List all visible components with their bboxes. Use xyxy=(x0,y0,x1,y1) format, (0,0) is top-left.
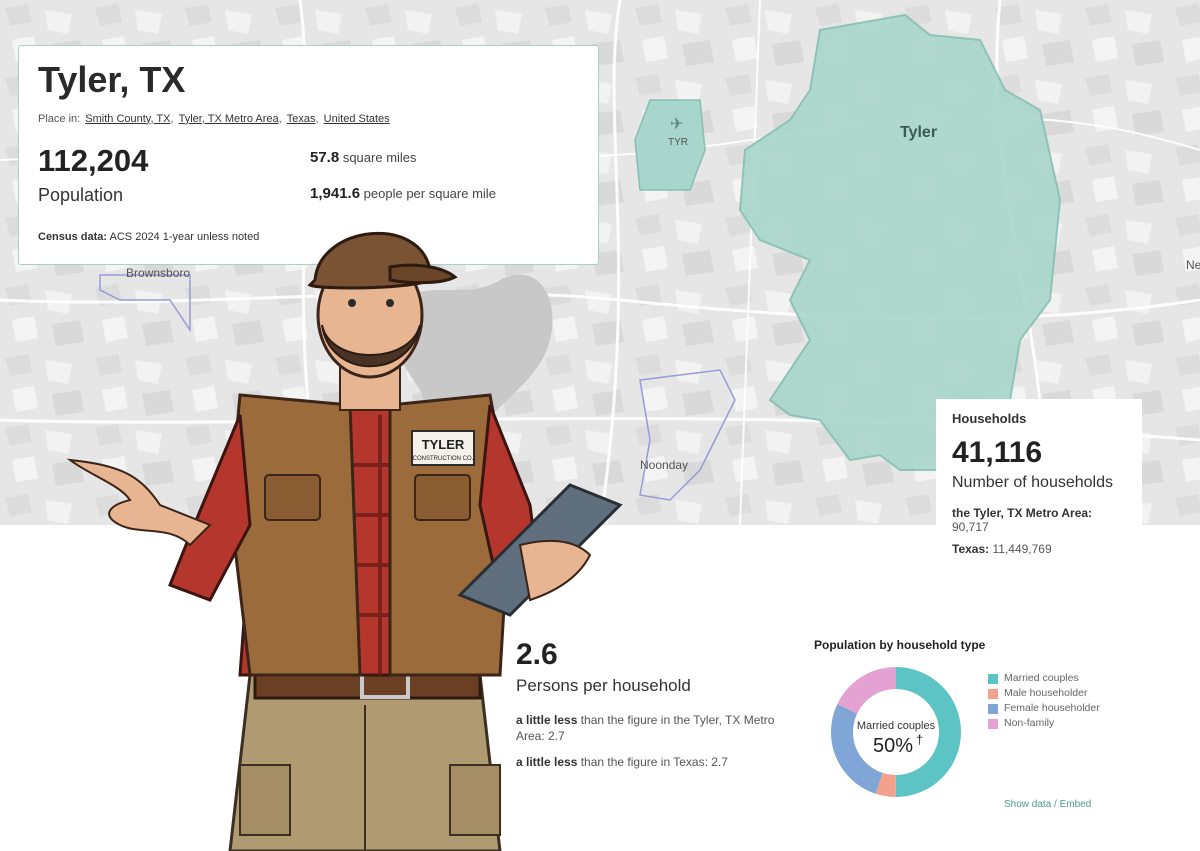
compare-metro-label: the Tyler, TX Metro Area: xyxy=(952,506,1093,520)
link-texas[interactable]: Texas xyxy=(286,112,316,125)
map-label-edge: Ne xyxy=(1186,258,1200,272)
households-value: 41,116 xyxy=(952,436,1043,469)
legend-item: Male householder xyxy=(988,687,1108,700)
donut-center-mark: † xyxy=(916,732,923,747)
pph-metro-text: than the figure in the Tyler, TX Metro A… xyxy=(516,713,775,744)
household-type-chart: Population by household type Married cou… xyxy=(814,638,1114,818)
map-label-tyr: TYR xyxy=(668,137,688,148)
legend-label: Male householder xyxy=(1004,687,1088,700)
pph-compare-metro: a little less than the figure in the Tyl… xyxy=(516,712,796,744)
pph-metro-bold: a little less xyxy=(516,713,578,727)
households-label: Number of households xyxy=(952,474,1113,491)
chart-legend: Married couples Male householder Female ho… xyxy=(988,672,1108,732)
left-hand-shape xyxy=(66,458,212,547)
map-label-brownsboro: Brownsboro xyxy=(126,266,191,280)
show-data-link[interactable]: Show data / Embed xyxy=(1004,799,1092,810)
households-compare-state: Texas: 11,449,769 xyxy=(952,542,1126,556)
pph-state-bold: a little less xyxy=(516,755,578,770)
lake-shape xyxy=(391,274,553,437)
tyler-city-shape xyxy=(738,13,1062,471)
donut-slice-female-householder[interactable] xyxy=(831,667,961,797)
pph-value: 2.6 xyxy=(516,638,558,671)
pph-compare-state: a little less than the figure in Texas: … xyxy=(516,754,796,770)
census-label: Census data: xyxy=(38,231,108,243)
census-value: ACS 2024 1-year unless noted xyxy=(109,231,260,243)
badge-line2: CONSTRUCTION CO. xyxy=(413,456,474,462)
census-note: Census data: ACS 2024 1-year unless note… xyxy=(38,231,259,243)
legend-swatch xyxy=(988,704,998,715)
link-smith-county[interactable]: Smith County, TX xyxy=(85,112,171,125)
compare-metro-value: 90,717 xyxy=(952,520,989,534)
legend-label: Non-family xyxy=(1004,717,1055,730)
households-compare-metro: the Tyler, TX Metro Area: 90,717 xyxy=(952,506,1126,534)
link-united-states[interactable]: United States xyxy=(323,112,390,125)
donut-center-label: Married couples xyxy=(857,720,936,732)
map-label-tyler: Tyler xyxy=(900,124,938,141)
persons-per-household-stat: 2.6 Persons per household a little less … xyxy=(516,638,796,771)
area-unit: square miles xyxy=(342,150,417,165)
legend-item: Female householder xyxy=(988,702,1108,715)
page-title: Tyler, TX xyxy=(38,59,186,100)
chart-title: Population by household type xyxy=(814,638,986,652)
left-arm-shape xyxy=(168,414,252,602)
badge-line1: TYLER xyxy=(422,437,465,452)
legend-label: Married couples xyxy=(1004,672,1079,684)
construction-worker-illustration: TYLER CONSTRUCTION CO. xyxy=(66,231,623,851)
right-hand-shape xyxy=(518,539,592,602)
link-tyler-metro[interactable]: Tyler, TX Metro Area xyxy=(178,112,279,125)
population-label: Population xyxy=(38,185,124,205)
households-title: Households xyxy=(952,411,1027,426)
legend-item: Married couples xyxy=(988,672,1108,684)
legend-swatch xyxy=(988,689,998,700)
donut-chart[interactable]: Married couples 50% † xyxy=(826,662,966,802)
airport-icon: ✈ xyxy=(670,116,684,133)
donut-center-value: 50% xyxy=(873,735,913,757)
compare-state-value: 11,449,769 xyxy=(992,542,1052,556)
density-stat: 1,941.6 people per square mile xyxy=(310,185,496,202)
breadcrumb: Place in: Smith County, TX, Tyler, TX Me… xyxy=(38,112,390,125)
compare-state-label: Texas: xyxy=(952,542,990,556)
area-value: 57.8 xyxy=(310,149,340,166)
legend-swatch xyxy=(988,719,998,730)
legend-label: Female householder xyxy=(1004,702,1100,715)
donut-slice-non-family[interactable] xyxy=(831,667,961,797)
area-stat: 57.8 square miles xyxy=(310,149,417,166)
legend-swatch xyxy=(988,674,998,684)
density-value: 1,941.6 xyxy=(310,185,361,202)
pph-label: Persons per household xyxy=(516,676,691,695)
density-unit: people per square mile xyxy=(363,186,496,201)
map-label-noonday: Noonday xyxy=(640,458,689,472)
households-card: Households 41,116 Number of households t… xyxy=(936,399,1142,564)
airport-area-shape xyxy=(634,99,706,191)
pph-state-text: than the figure in Texas: 2.7 xyxy=(580,755,728,770)
population-value: 112,204 xyxy=(38,143,149,178)
place-summary-card: Tyler, TX Place in: Smith County, TX, Ty… xyxy=(18,45,599,265)
legend-item: Non-family xyxy=(988,717,1108,730)
vest-left-shape xyxy=(228,393,362,677)
vest-badge xyxy=(411,430,475,466)
beard-shape xyxy=(321,324,421,368)
place-in-label: Place in: xyxy=(38,112,81,125)
cap-brim-shape xyxy=(388,263,458,285)
